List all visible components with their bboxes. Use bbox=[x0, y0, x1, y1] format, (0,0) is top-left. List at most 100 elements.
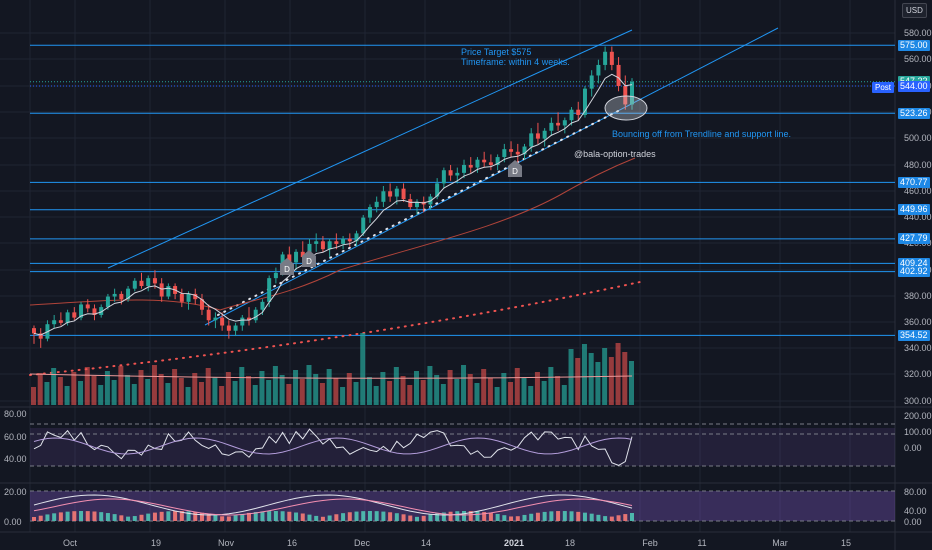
histogram-bar bbox=[105, 513, 110, 521]
histogram-bar bbox=[193, 511, 198, 521]
histogram-bar bbox=[320, 516, 325, 521]
candle-body bbox=[38, 333, 43, 339]
volume-bar bbox=[534, 372, 540, 405]
bounce-note[interactable]: Bouncing off from Trendline and support … bbox=[612, 129, 791, 139]
candle-body bbox=[334, 241, 339, 244]
candle-body bbox=[314, 241, 319, 244]
price-level-tag: 575.00 bbox=[898, 39, 930, 51]
candle-body bbox=[616, 64, 621, 86]
candle-body bbox=[381, 191, 386, 202]
volume-bar bbox=[178, 378, 184, 405]
candle-body bbox=[58, 320, 63, 323]
candle-body bbox=[408, 199, 413, 208]
volume-bar bbox=[346, 373, 352, 405]
histogram-bar bbox=[240, 513, 245, 521]
volume-bar bbox=[225, 372, 231, 405]
histogram-bar bbox=[462, 511, 467, 521]
time-axis-label: 11 bbox=[697, 538, 707, 548]
price-level-tag: 402.92 bbox=[898, 266, 930, 278]
candle-body bbox=[186, 293, 191, 302]
histogram-bar bbox=[582, 512, 587, 521]
channel-upper-trendline bbox=[107, 29, 633, 269]
candle-body bbox=[179, 293, 184, 302]
candle-body bbox=[414, 201, 419, 208]
histogram-bar bbox=[569, 511, 574, 521]
time-axis-label: Nov bbox=[217, 538, 235, 548]
histogram-bar bbox=[119, 515, 124, 521]
histogram-bar bbox=[159, 511, 164, 521]
grid bbox=[0, 0, 895, 532]
candle-body bbox=[475, 159, 480, 168]
dividend-badge bbox=[508, 160, 522, 177]
volume-bar bbox=[158, 374, 164, 405]
rsi-left-label: 60.00 bbox=[4, 432, 27, 442]
histogram-bar bbox=[260, 511, 265, 521]
histogram-bar bbox=[401, 514, 406, 521]
candle-body bbox=[247, 317, 252, 321]
volume-bar bbox=[118, 366, 124, 405]
slow-moving-average bbox=[29, 157, 636, 311]
volume-bar bbox=[306, 365, 312, 405]
volume-bar bbox=[487, 378, 493, 405]
histogram-bar bbox=[361, 511, 366, 521]
candle-body bbox=[448, 170, 453, 176]
rsi-right-label: 100.00 bbox=[904, 427, 932, 437]
volume-bar bbox=[393, 367, 399, 405]
histogram-bar bbox=[495, 513, 500, 521]
candle-body bbox=[126, 288, 131, 300]
price-level-tag: 470.77 bbox=[898, 176, 930, 188]
candle-body bbox=[562, 120, 567, 126]
volume-bar bbox=[434, 375, 440, 405]
volume-bar bbox=[44, 382, 50, 405]
candle-body bbox=[132, 280, 137, 289]
histogram-bar bbox=[502, 515, 507, 521]
histogram-bar bbox=[179, 511, 184, 521]
candle-body bbox=[220, 317, 225, 326]
rsi-right-label: 200.00 bbox=[904, 411, 932, 421]
candle-body bbox=[233, 325, 238, 331]
histogram-bar bbox=[381, 511, 386, 521]
candle-body bbox=[99, 307, 104, 315]
time-axis-label: Feb bbox=[642, 538, 658, 548]
candle-body bbox=[112, 293, 117, 297]
price-axis-label: 320.00 bbox=[904, 369, 932, 379]
time-axis-label: 19 bbox=[150, 538, 162, 548]
volume-bar bbox=[400, 376, 406, 405]
candle-body bbox=[320, 241, 325, 250]
candle-body bbox=[294, 251, 299, 263]
rsi-left-label: 80.00 bbox=[4, 409, 27, 419]
volume-bar bbox=[413, 371, 419, 405]
price-level-tag: 544.00 bbox=[898, 80, 930, 92]
candle-body bbox=[32, 328, 36, 334]
candle-body bbox=[542, 130, 547, 139]
candle-body bbox=[535, 133, 540, 139]
bounce-highlight bbox=[604, 95, 648, 121]
price-target-note[interactable]: Price Target $575 Timeframe: within 4 we… bbox=[461, 47, 570, 67]
candle-body bbox=[603, 51, 608, 65]
currency-selector[interactable]: USD bbox=[902, 3, 927, 18]
long-sma-dotted bbox=[29, 281, 641, 376]
volume-bar bbox=[581, 344, 587, 405]
volume-bar bbox=[165, 383, 171, 405]
candle-body bbox=[287, 254, 292, 263]
rsi-band bbox=[30, 428, 895, 466]
candle-body bbox=[515, 151, 520, 155]
histogram-bar bbox=[199, 512, 204, 521]
volume-bar bbox=[575, 358, 581, 405]
volume-bar bbox=[98, 385, 104, 405]
histogram-bar bbox=[173, 511, 178, 521]
rsi-left-label: 40.00 bbox=[4, 454, 27, 464]
histogram-bar bbox=[58, 512, 63, 521]
time-axis-label: 14 bbox=[420, 538, 432, 548]
volume-bar bbox=[427, 366, 433, 405]
volume-bar bbox=[360, 333, 366, 405]
time-axis-label: 16 bbox=[286, 538, 298, 548]
histogram-bar bbox=[488, 512, 493, 521]
volume-bar bbox=[151, 365, 157, 405]
volume-bar bbox=[407, 385, 413, 405]
volume-bar bbox=[286, 384, 292, 405]
candle-body bbox=[576, 109, 581, 115]
time-axis-label: 15 bbox=[840, 538, 852, 548]
histogram-bar bbox=[448, 511, 453, 521]
